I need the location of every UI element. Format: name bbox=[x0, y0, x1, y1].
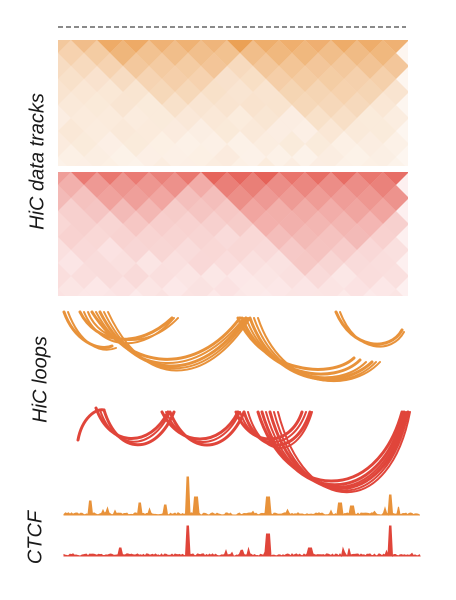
label-hic-data-tracks: HiC data tracks bbox=[26, 93, 49, 230]
ctcf-track-red bbox=[63, 525, 421, 558]
label-hic-loops: HiC loops bbox=[29, 336, 52, 423]
ctcf-track-orange bbox=[63, 476, 420, 517]
hic-loops-red bbox=[76, 406, 411, 494]
label-ctcf: CTCF bbox=[24, 510, 47, 565]
hic-heatmap-red bbox=[58, 172, 408, 296]
hic-loops-orange bbox=[62, 310, 405, 383]
hic-heatmap-orange bbox=[58, 40, 408, 166]
